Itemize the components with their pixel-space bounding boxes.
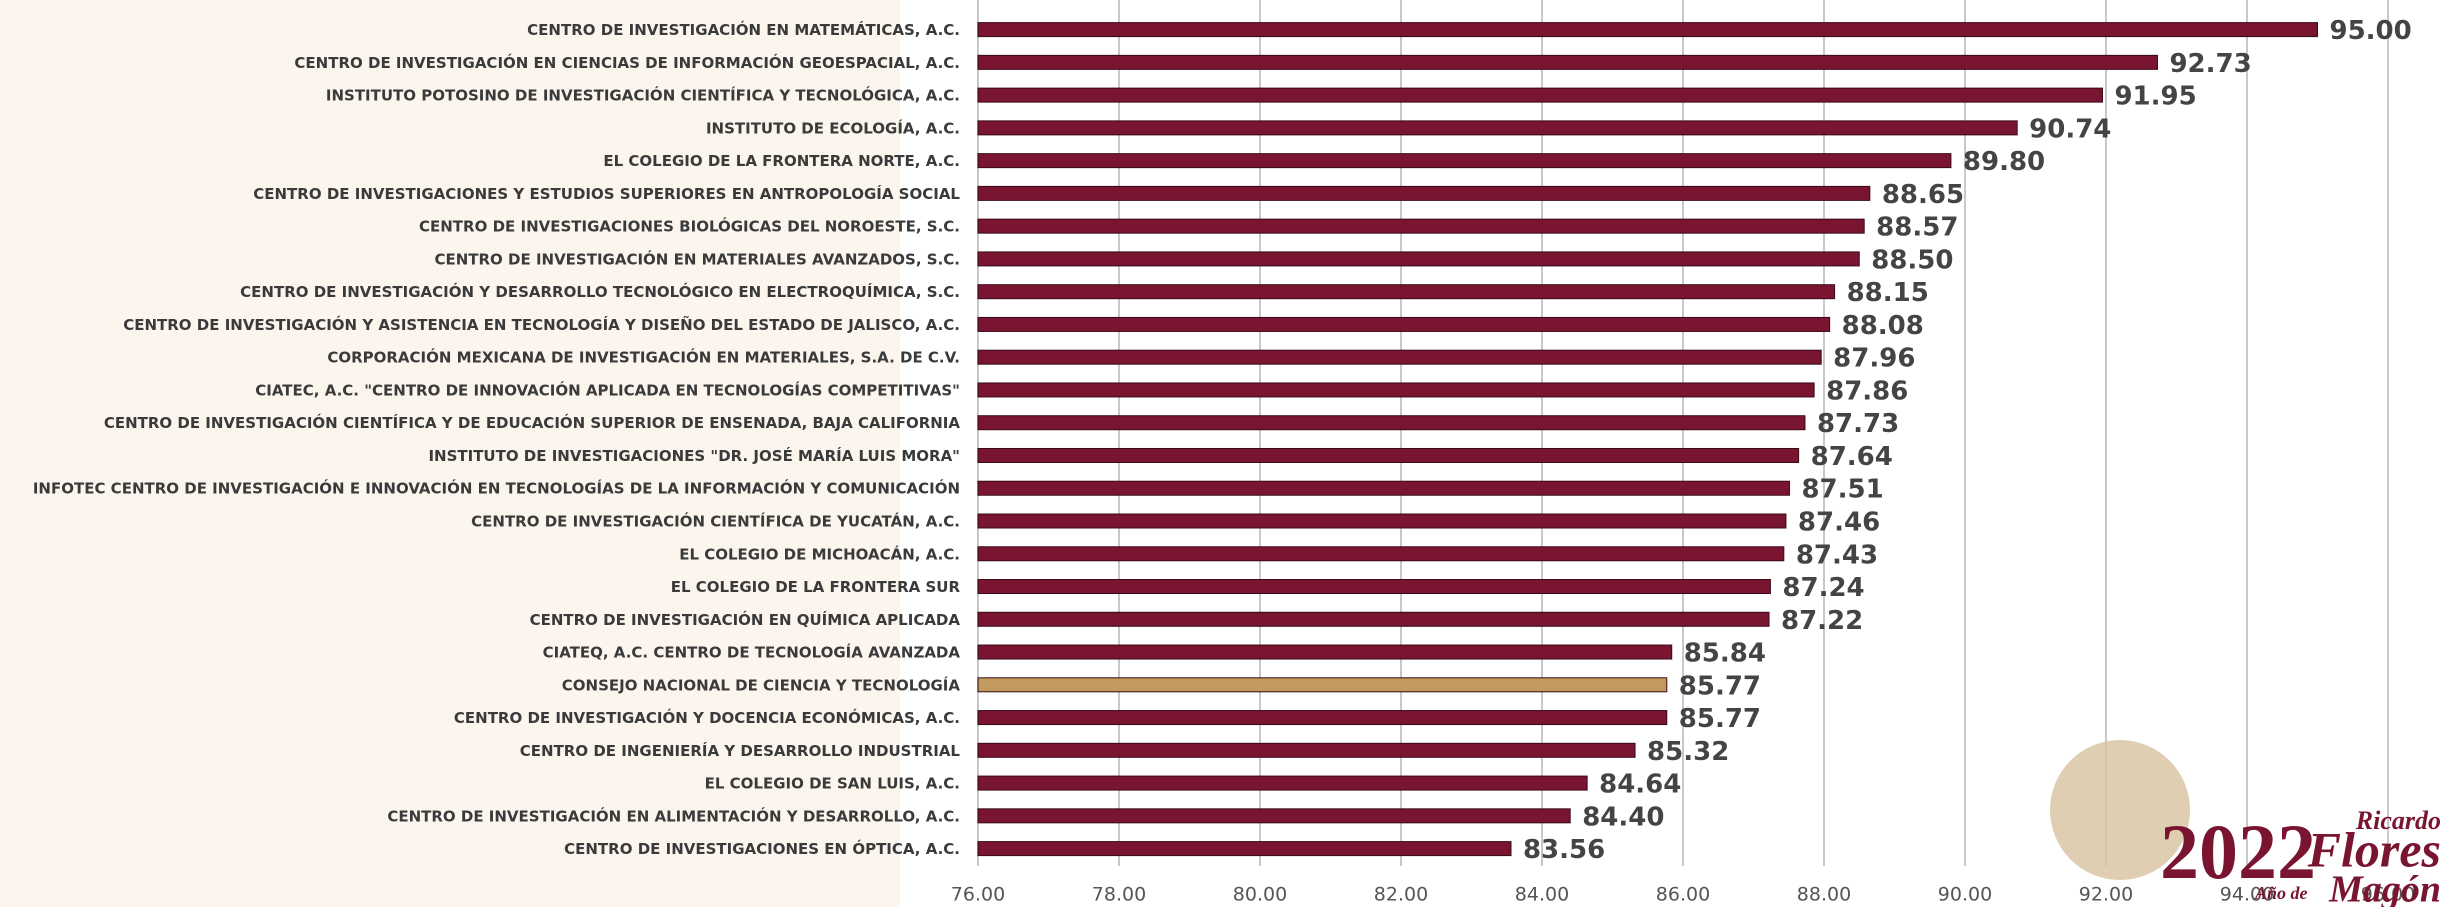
value-label: 87.46	[1798, 508, 1880, 538]
category-label: CENTRO DE INGENIERÍA Y DESARROLLO INDUST…	[520, 741, 961, 760]
x-tick-label: 78.00	[1092, 884, 1146, 906]
category-label: CIATEC, A.C. "CENTRO DE INNOVACIÓN APLIC…	[255, 380, 960, 399]
value-label: 88.50	[1871, 245, 1953, 275]
x-tick-label: 84.00	[1515, 884, 1569, 906]
value-label: 84.64	[1599, 770, 1681, 800]
x-tick-label: 94.00	[2220, 884, 2274, 906]
logo-portrait	[2050, 740, 2190, 880]
bar	[977, 644, 1673, 660]
bar	[977, 218, 1865, 234]
category-label: INSTITUTO DE INVESTIGACIONES "DR. JOSÉ M…	[428, 446, 960, 465]
value-label: 91.95	[2114, 82, 2196, 112]
value-label: 85.77	[1679, 704, 1761, 734]
bar	[977, 415, 1806, 431]
value-label: 84.40	[1582, 802, 1664, 832]
bar	[977, 349, 1822, 365]
value-label: 85.32	[1647, 737, 1729, 767]
value-label: 92.73	[2169, 49, 2251, 79]
category-label: CENTRO DE INVESTIGACIÓN CIENTÍFICA DE YU…	[471, 512, 960, 531]
x-tick-label: 82.00	[1374, 884, 1428, 906]
category-label: CENTRO DE INVESTIGACIÓN Y DESARROLLO TEC…	[240, 282, 960, 301]
value-label: 95.00	[2330, 16, 2412, 46]
logo-text: Año de	[2254, 883, 2308, 903]
bar	[977, 120, 2018, 136]
bar	[977, 316, 1831, 332]
bar	[977, 284, 1836, 300]
logo-year: 2022	[2160, 808, 2316, 895]
value-label: 87.96	[1833, 344, 1915, 374]
bar	[977, 87, 2103, 103]
category-label: INFOTEC CENTRO DE INVESTIGACIÓN E INNOVA…	[33, 479, 960, 498]
bar	[977, 611, 1770, 627]
category-label: EL COLEGIO DE LA FRONTERA NORTE, A.C.	[603, 152, 960, 170]
category-label: CENTRO DE INVESTIGACIÓN Y ASISTENCIA EN …	[123, 315, 960, 334]
value-label: 88.57	[1876, 213, 1958, 243]
category-label: CENTRO DE INVESTIGACIÓN EN MATEMÁTICAS, …	[527, 20, 960, 39]
bar	[977, 808, 1571, 824]
logo: 2022 Año de Ricardo Flores Magón	[2050, 740, 2441, 907]
category-label: CENTRO DE INVESTIGACIONES EN ÓPTICA, A.C…	[564, 839, 960, 858]
category-label: CENTRO DE INVESTIGACIÓN CIENTÍFICA Y DE …	[104, 413, 961, 432]
value-label: 89.80	[1963, 147, 2045, 177]
category-label: CENTRO DE INVESTIGACIONES Y ESTUDIOS SUP…	[253, 184, 960, 203]
category-label: CORPORACIÓN MEXICANA DE INVESTIGACIÓN EN…	[327, 348, 960, 367]
bar	[977, 546, 1785, 562]
x-tick-label: 92.00	[2079, 884, 2133, 906]
value-label: 85.77	[1679, 671, 1761, 701]
category-label: INSTITUTO DE ECOLOGÍA, A.C.	[706, 118, 960, 137]
category-label: EL COLEGIO DE LA FRONTERA SUR	[671, 578, 961, 596]
bar	[977, 22, 2318, 38]
x-tick-label: 90.00	[1938, 884, 1992, 906]
x-tick-label: 76.00	[951, 884, 1005, 906]
value-label: 87.73	[1817, 409, 1899, 439]
x-tick-label: 86.00	[1656, 884, 1710, 906]
logo-name: Flores	[2307, 821, 2441, 877]
value-label: 87.43	[1796, 540, 1878, 570]
value-label: 85.84	[1684, 639, 1766, 669]
category-label: CENTRO DE INVESTIGACIÓN Y DOCENCIA ECONÓ…	[454, 708, 960, 727]
bar	[977, 742, 1636, 758]
category-label: CIATEQ, A.C. CENTRO DE TECNOLOGÍA AVANZA…	[543, 643, 961, 662]
value-label: 83.56	[1523, 835, 1605, 865]
x-tick-label: 80.00	[1233, 884, 1287, 906]
value-label: 87.24	[1782, 573, 1864, 603]
bar	[977, 251, 1860, 267]
logo-name: Magón	[2328, 869, 2441, 907]
category-label: CENTRO DE INVESTIGACIÓN EN QUÍMICA APLIC…	[530, 610, 961, 629]
x-tick-label: 96.00	[2361, 884, 2415, 906]
bar	[977, 480, 1790, 496]
bar	[977, 775, 1588, 791]
bar	[977, 54, 2158, 70]
value-label: 87.51	[1801, 475, 1883, 505]
value-label: 87.22	[1781, 606, 1863, 636]
bar	[977, 579, 1771, 595]
bar	[977, 382, 1815, 398]
bar	[977, 185, 1871, 201]
bar	[977, 710, 1668, 726]
category-label: CENTRO DE INVESTIGACIÓN EN CIENCIAS DE I…	[294, 53, 960, 72]
value-label: 88.15	[1847, 278, 1929, 308]
bar	[977, 513, 1787, 529]
category-label: EL COLEGIO DE MICHOACÁN, A.C.	[679, 544, 960, 563]
background-pattern	[0, 0, 900, 907]
category-label: CENTRO DE INVESTIGACIÓN EN ALIMENTACIÓN …	[387, 806, 960, 825]
value-label: 88.08	[1842, 311, 1924, 341]
plot: 76.00 78.00 80.00 82.00 84.00 86.00 88.00 90.00…	[33, 0, 2415, 906]
bar	[977, 841, 1512, 857]
category-label: CENTRO DE INVESTIGACIONES BIOLÓGICAS DEL…	[419, 217, 960, 236]
value-label: 90.74	[2029, 114, 2111, 144]
value-label: 88.65	[1882, 180, 1964, 210]
category-label: INSTITUTO POTOSINO DE INVESTIGACIÓN CIEN…	[326, 86, 960, 105]
bar	[977, 153, 1952, 169]
category-label: CENTRO DE INVESTIGACIÓN EN MATERIALES AV…	[434, 249, 960, 268]
x-tick-label: 88.00	[1797, 884, 1851, 906]
bar	[977, 677, 1668, 693]
value-label: 87.86	[1826, 376, 1908, 406]
category-label: CONSEJO NACIONAL DE CIENCIA Y TECNOLOGÍA	[562, 675, 961, 694]
bar	[977, 447, 1800, 463]
category-label: EL COLEGIO DE SAN LUIS, A.C.	[705, 775, 960, 793]
value-label: 87.64	[1811, 442, 1893, 472]
logo-name: Ricardo	[2355, 806, 2441, 835]
